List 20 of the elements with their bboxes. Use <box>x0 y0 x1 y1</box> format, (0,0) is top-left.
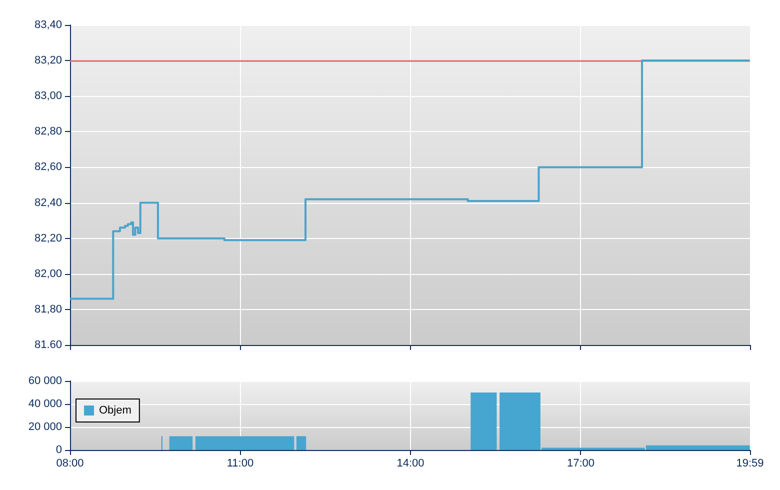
y-tick-label: 20 000 <box>28 421 62 433</box>
y-tick-label: 40 000 <box>28 398 62 410</box>
legend-label: Objem <box>99 404 132 416</box>
y-tick-label: 81.60 <box>34 339 62 351</box>
y-tick-label: 82,80 <box>34 126 62 138</box>
y-tick-label: 81,80 <box>34 303 62 316</box>
y-tick-label: 82,20 <box>34 232 62 244</box>
y-tick-label: 83,20 <box>34 54 62 67</box>
x-tick-label: 08:00 <box>56 458 84 470</box>
x-tick-label: 11:00 <box>226 458 254 470</box>
y-tick-label: 82,00 <box>34 268 62 280</box>
y-tick-label: 60 000 <box>28 375 62 387</box>
y-tick-label: 82,40 <box>34 196 62 209</box>
x-tick-label: 19:59 <box>736 458 764 470</box>
y-tick-label: 0 <box>56 444 62 456</box>
y-tick-label: 83,40 <box>34 19 62 31</box>
x-tick-label: 17:00 <box>566 458 594 470</box>
x-tick-label: 14:00 <box>396 458 424 470</box>
y-tick-label: 82,60 <box>34 161 62 174</box>
y-tick-label: 83,00 <box>34 90 62 102</box>
